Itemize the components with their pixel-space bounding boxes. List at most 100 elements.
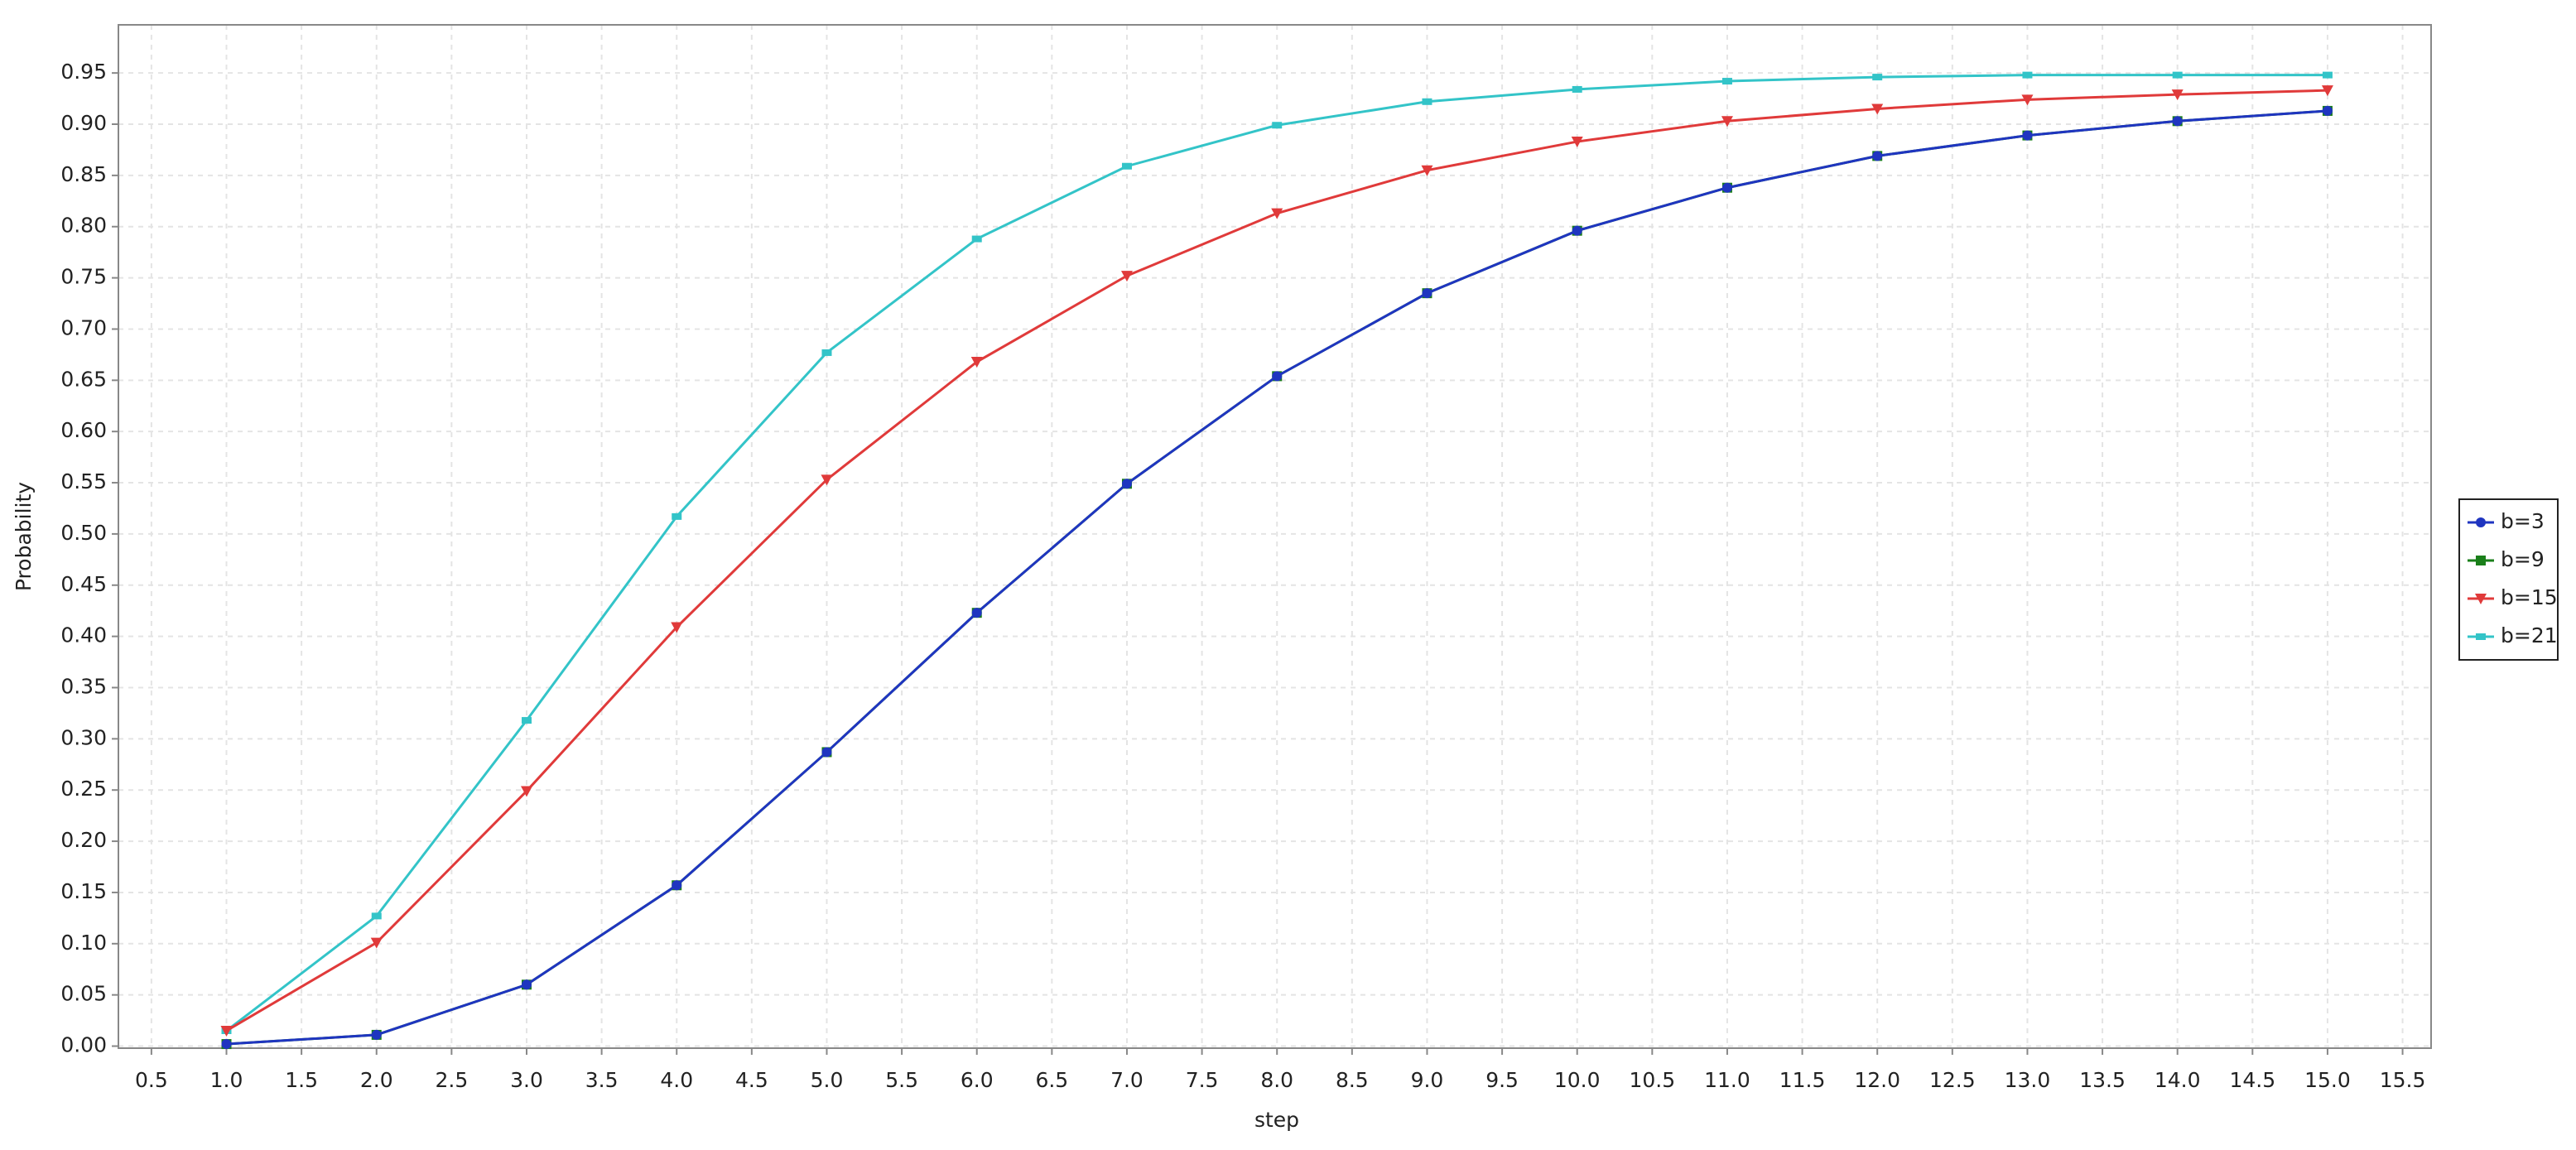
plot-frame (118, 24, 2432, 1049)
marker (2322, 71, 2333, 79)
marker (971, 608, 982, 618)
y-tick-label: 0.90 (60, 111, 107, 135)
marker (370, 937, 383, 949)
y-tick-label: 0.35 (60, 674, 107, 698)
marker (1421, 165, 1433, 176)
marker (2021, 94, 2034, 106)
marker (821, 474, 833, 486)
marker (1721, 182, 1732, 193)
x-axis-label: step (1254, 1108, 1299, 1132)
x-tick-label: 1.0 (210, 1068, 243, 1092)
y-tick-label: 0.75 (60, 265, 107, 289)
x-tick-label: 10.5 (1629, 1068, 1675, 1092)
marker (220, 1025, 233, 1037)
marker (1272, 371, 1283, 382)
y-tick-label: 0.00 (60, 1033, 107, 1057)
legend-label: b=21 (2501, 623, 2558, 647)
y-tick-label: 0.55 (60, 469, 107, 493)
y-tick-label: 0.15 (60, 879, 107, 903)
y-tick-label: 0.40 (60, 623, 107, 647)
marker (1422, 288, 1432, 299)
marker (1572, 225, 1582, 236)
x-tick-label: 4.5 (735, 1068, 768, 1092)
marker (520, 786, 532, 797)
y-tick-label: 0.10 (60, 931, 107, 955)
x-tick-label: 14.5 (2229, 1068, 2275, 1092)
x-tick-label: 2.5 (435, 1068, 468, 1092)
marker (2171, 89, 2184, 101)
y-tick-label: 0.30 (60, 725, 107, 749)
y-tick-label: 0.50 (60, 521, 107, 545)
x-tick-label: 5.0 (811, 1068, 844, 1092)
marker (1872, 151, 1883, 161)
marker (821, 747, 832, 758)
x-tick-label: 9.0 (1411, 1068, 1444, 1092)
legend-marker (2475, 594, 2487, 604)
marker (672, 512, 682, 520)
x-tick-label: 10.0 (1554, 1068, 1601, 1092)
legend-marker (2476, 556, 2486, 565)
x-tick-label: 4.0 (660, 1068, 693, 1092)
marker (672, 880, 682, 891)
marker (1272, 122, 1283, 129)
marker (2022, 130, 2033, 141)
x-tick-label: 15.0 (2304, 1068, 2351, 1092)
y-tick-label: 0.70 (60, 315, 107, 339)
x-tick-label: 6.5 (1035, 1068, 1068, 1092)
marker (2022, 71, 2033, 79)
y-tick-label: 0.45 (60, 572, 107, 596)
marker (671, 622, 683, 633)
y-tick-label: 0.20 (60, 828, 107, 852)
legend-marker (2476, 633, 2486, 640)
y-tick-label: 0.25 (60, 777, 107, 801)
marker (521, 979, 532, 990)
marker (521, 717, 532, 724)
marker (971, 235, 982, 243)
marker (221, 1039, 232, 1050)
series (220, 85, 2333, 1037)
y-tick-label: 0.60 (60, 418, 107, 442)
x-tick-label: 5.5 (885, 1068, 918, 1092)
marker (1271, 208, 1283, 219)
series (221, 71, 2333, 1034)
legend-label: b=9 (2501, 547, 2545, 571)
y-tick-label: 0.85 (60, 162, 107, 186)
marker (1721, 78, 1732, 85)
marker (371, 1029, 382, 1040)
marker (1120, 271, 1133, 282)
x-tick-label: 8.5 (1336, 1068, 1369, 1092)
x-tick-label: 6.0 (961, 1068, 994, 1092)
marker (1121, 479, 1132, 489)
marker (1872, 74, 1883, 81)
x-tick-label: 1.5 (285, 1068, 318, 1092)
y-tick-label: 0.95 (60, 60, 107, 84)
legend-label: b=15 (2501, 585, 2558, 609)
y-tick-label: 0.05 (60, 982, 107, 1006)
marker (1721, 116, 1733, 128)
marker (1121, 162, 1132, 170)
x-tick-label: 12.5 (1929, 1068, 1976, 1092)
x-tick-label: 3.5 (585, 1068, 619, 1092)
series (221, 105, 2333, 1050)
x-tick-label: 11.5 (1779, 1068, 1826, 1092)
marker (1572, 85, 1582, 93)
x-tick-label: 8.0 (1260, 1068, 1293, 1092)
marker (371, 912, 382, 920)
marker (2172, 116, 2183, 127)
x-tick-label: 15.5 (2380, 1068, 2426, 1092)
x-tick-label: 13.5 (2079, 1068, 2126, 1092)
marker (2172, 71, 2183, 79)
marker (1871, 103, 1884, 115)
x-tick-label: 2.0 (360, 1068, 393, 1092)
x-tick-label: 3.0 (510, 1068, 543, 1092)
y-axis-label: Probability (12, 482, 36, 591)
marker (1571, 137, 1583, 148)
legend-box (2458, 498, 2559, 661)
legend-label: b=3 (2501, 509, 2545, 533)
marker (2322, 105, 2333, 116)
x-tick-label: 0.5 (135, 1068, 168, 1092)
x-tick-label: 14.0 (2155, 1068, 2201, 1092)
x-tick-label: 11.0 (1704, 1068, 1750, 1092)
x-tick-label: 7.0 (1110, 1068, 1144, 1092)
marker (970, 357, 983, 368)
